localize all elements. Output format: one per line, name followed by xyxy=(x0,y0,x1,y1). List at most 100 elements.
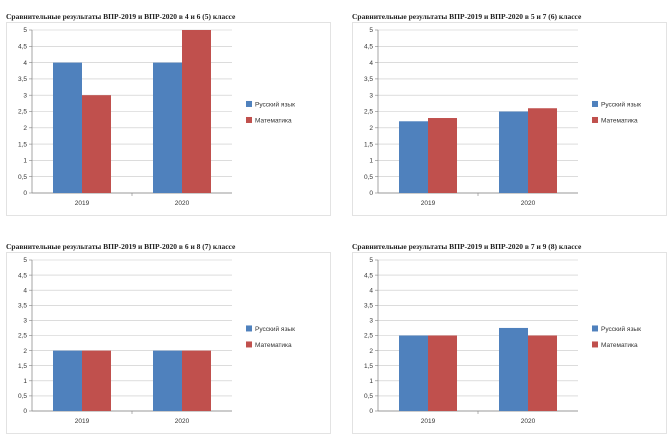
legend-swatch-russian xyxy=(246,325,252,332)
y-tick-label: 2,5 xyxy=(18,333,27,340)
chart-panel-4: Сравнительные результаты ВПР-2019 и ВПР-… xyxy=(352,242,672,435)
y-tick-label: 1,5 xyxy=(18,363,27,370)
y-tick-label: 1 xyxy=(369,378,373,385)
bar-math xyxy=(528,335,557,411)
y-tick-label: 5 xyxy=(369,257,373,264)
legend-swatch-math xyxy=(246,116,252,123)
y-tick-label: 3,5 xyxy=(364,303,373,310)
y-tick-label: 4,5 xyxy=(364,44,373,51)
y-tick-label: 3 xyxy=(369,318,373,325)
y-tick-label: 3,5 xyxy=(18,76,27,83)
y-tick-label: 0,5 xyxy=(364,393,373,400)
x-tick-label: 2019 xyxy=(75,418,90,425)
chart-title: Сравнительные результаты ВПР-2019 и ВПР-… xyxy=(352,242,582,251)
legend-label-russian: Русский язык xyxy=(255,100,295,108)
legend-label-math: Математика xyxy=(601,117,638,124)
y-tick-label: 2 xyxy=(369,125,373,132)
y-tick-label: 1,5 xyxy=(364,141,373,148)
y-tick-label: 0 xyxy=(23,190,27,197)
bar-math xyxy=(82,95,111,193)
chart-title: Сравнительные результаты ВПР-2019 и ВПР-… xyxy=(352,12,582,21)
y-tick-label: 4 xyxy=(369,60,373,67)
bar-russian xyxy=(499,111,528,193)
chart-panel-1: Сравнительные результаты ВПР-2019 и ВПР-… xyxy=(6,12,336,217)
legend-swatch-math xyxy=(592,341,598,348)
chart-frame xyxy=(352,22,667,216)
legend-label-russian: Русский язык xyxy=(601,100,641,108)
y-tick-label: 0,5 xyxy=(18,174,27,181)
y-tick-label: 1 xyxy=(23,378,27,385)
bar-math xyxy=(428,335,457,411)
y-tick-label: 0 xyxy=(369,190,373,197)
legend-swatch-math xyxy=(246,341,252,348)
chart-frame xyxy=(352,252,667,434)
chart-panel-3: Сравнительные результаты ВПР-2019 и ВПР-… xyxy=(6,242,336,435)
y-tick-label: 3,5 xyxy=(18,303,27,310)
chart-svg: 0 0,5 1 1,5 2 2,5 3 3,5 4 4,5 5 2019 2020 Русский язы… xyxy=(352,22,667,216)
x-tick-label: 2020 xyxy=(521,200,536,207)
x-tick-label: 2020 xyxy=(521,418,536,425)
y-tick-label: 4,5 xyxy=(18,272,27,279)
x-tick-label: 2020 xyxy=(175,200,190,207)
y-tick-label: 2 xyxy=(23,125,27,132)
chart-title: Сравнительные результаты ВПР-2019 и ВПР-… xyxy=(6,12,236,21)
y-tick-label: 5 xyxy=(369,27,373,34)
bar-russian xyxy=(499,327,528,411)
y-tick-label: 3 xyxy=(369,92,373,99)
y-tick-label: 1 xyxy=(369,158,373,165)
y-tick-label: 2 xyxy=(369,348,373,355)
x-tick-label: 2020 xyxy=(175,418,190,425)
y-tick-label: 3 xyxy=(23,318,27,325)
y-tick-label: 1,5 xyxy=(18,141,27,148)
y-tick-label: 4 xyxy=(23,60,27,67)
y-tick-label: 2,5 xyxy=(18,109,27,116)
legend-label-math: Математика xyxy=(255,342,292,349)
legend-swatch-russian xyxy=(246,100,252,107)
chart-panel-2: Сравнительные результаты ВПР-2019 и ВПР-… xyxy=(352,12,672,217)
y-tick-label: 2,5 xyxy=(364,109,373,116)
bar-russian xyxy=(53,350,82,411)
legend-swatch-russian xyxy=(592,100,598,107)
chart-frame xyxy=(6,252,331,434)
legend-label-russian: Русский язык xyxy=(255,325,295,333)
x-tick-label: 2019 xyxy=(75,200,90,207)
y-tick-label: 1,5 xyxy=(364,363,373,370)
bar-russian xyxy=(153,62,182,193)
y-tick-label: 0 xyxy=(369,408,373,415)
chart-svg: 0 0,5 1 1,5 2 2,5 3 3,5 4 4,5 5 2019 2020 Русский язы… xyxy=(352,252,667,434)
x-tick-label: 2019 xyxy=(421,200,436,207)
y-tick-label: 4,5 xyxy=(364,272,373,279)
y-tick-label: 4,5 xyxy=(18,44,27,51)
bar-math xyxy=(82,350,111,411)
chart-svg: 0 0,5 1 1,5 2 2,5 3 3,5 4 4,5 5 2019 2020 Русский язы… xyxy=(6,252,331,434)
legend-swatch-math xyxy=(592,116,598,123)
chart-frame xyxy=(6,22,331,216)
y-tick-label: 1 xyxy=(23,158,27,165)
bar-russian xyxy=(399,335,428,411)
bar-math xyxy=(182,350,211,411)
legend-swatch-russian xyxy=(592,325,598,332)
y-tick-label: 3 xyxy=(23,92,27,99)
chart-title: Сравнительные результаты ВПР-2019 и ВПР-… xyxy=(6,242,236,251)
bar-math xyxy=(182,30,211,193)
y-tick-label: 4 xyxy=(23,287,27,294)
y-tick-label: 0,5 xyxy=(364,174,373,181)
legend-label-math: Математика xyxy=(601,342,638,349)
y-tick-label: 5 xyxy=(23,257,27,264)
bar-russian xyxy=(399,121,428,193)
bar-math xyxy=(528,108,557,193)
y-tick-label: 2,5 xyxy=(364,333,373,340)
y-tick-label: 3,5 xyxy=(364,76,373,83)
legend-label-math: Математика xyxy=(255,117,292,124)
bar-russian xyxy=(153,350,182,411)
chart-svg: 0 0,5 1 1,5 2 2,5 3 3,5 4 4,5 5 2019 2020 Русский язы… xyxy=(6,22,331,216)
y-tick-label: 5 xyxy=(23,27,27,34)
y-tick-label: 4 xyxy=(369,287,373,294)
bar-math xyxy=(428,118,457,193)
y-tick-label: 0 xyxy=(23,408,27,415)
x-tick-label: 2019 xyxy=(421,418,436,425)
y-tick-label: 0,5 xyxy=(18,393,27,400)
legend-label-russian: Русский язык xyxy=(601,325,641,333)
bar-russian xyxy=(53,62,82,193)
y-tick-label: 2 xyxy=(23,348,27,355)
